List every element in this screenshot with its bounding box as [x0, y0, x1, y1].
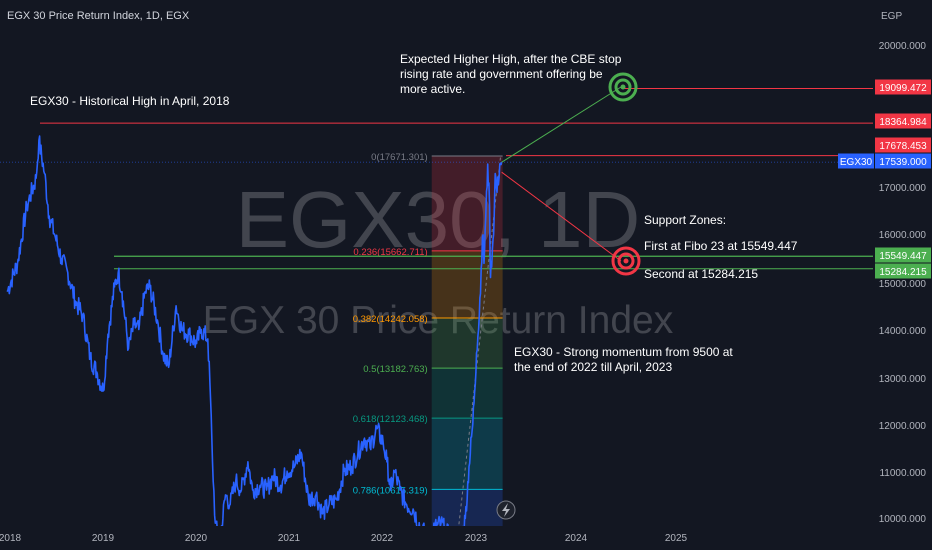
fib-level-label: 0.786(10615.319)	[353, 485, 428, 496]
target-ring-inner	[614, 78, 632, 96]
time-tick-label: 2023	[465, 533, 488, 544]
price-tick-label: 11000.000	[879, 468, 926, 479]
price-tick-label: 17000.000	[879, 183, 927, 194]
price-tick-label: 20000.000	[879, 41, 927, 52]
annotation-expected-line-2: rising rate and government offering be	[400, 67, 603, 81]
annotation-support-zones[interactable]: Support Zones: First at Fibo 23 at 15549…	[644, 213, 798, 281]
current-symbol-tag[interactable]	[838, 153, 874, 169]
fib-trend-line	[456, 155, 502, 543]
fib-zone	[431, 368, 503, 419]
price-tick-label: 16000.000	[879, 230, 927, 241]
currency-label: EGP	[881, 11, 902, 22]
horizontal-lines[interactable]	[0, 87, 873, 270]
watermark-symbol: EGX30, 1D	[236, 175, 641, 264]
target-dot	[620, 84, 626, 90]
fib-level-label: 0.382(14242.058)	[353, 314, 428, 325]
time-tick-label: 2025	[665, 533, 688, 544]
annotation-momentum[interactable]: EGX30 - Strong momentum from 9500 at the…	[514, 345, 733, 374]
watermark-name: EGX 30 Price Return Index	[203, 299, 674, 342]
price-tick-label: 14000.000	[879, 326, 927, 337]
support-zone-first: First at Fibo 23 at 15549.447	[644, 239, 798, 253]
support-zones-title: Support Zones:	[644, 213, 726, 227]
fib-level-label: 0.5(13182.763)	[363, 364, 427, 375]
price-tag-label: 17678.453	[879, 141, 927, 152]
price-tag-label: 15284.215	[879, 267, 927, 278]
fib-zone	[431, 318, 503, 369]
current-price-label: 17539.000	[879, 157, 927, 168]
price-tag[interactable]	[875, 247, 931, 263]
projection-line-support[interactable]	[501, 171, 622, 262]
support-zone-second: Second at 15284.215	[644, 267, 758, 281]
annotation-expected-line-1: Expected Higher High, after the CBE stop	[400, 52, 622, 66]
fibonacci-retracement[interactable]: 0(17671.301) 0.236(15662.711) 0.382(14242.…	[353, 152, 503, 550]
price-tick-label: 13000.000	[879, 374, 927, 385]
time-tick-label: 2024	[565, 533, 588, 544]
fib-zone	[431, 418, 503, 490]
time-tick-label: 2022	[371, 533, 394, 544]
support-ring-outer	[611, 246, 641, 276]
price-tick-label: 12000.000	[879, 421, 927, 432]
price-tag-label: 19099.472	[879, 83, 927, 94]
drawings[interactable]	[501, 72, 641, 276]
support-dot	[623, 258, 629, 264]
projection-line-target[interactable]	[501, 86, 622, 163]
support-ring-inner	[617, 252, 635, 270]
annotation-expected-line-3: more active.	[400, 82, 465, 96]
support-target-icon[interactable]	[611, 246, 641, 276]
fib-zone	[431, 155, 503, 251]
target-ring-outer	[608, 72, 638, 102]
annotation-momentum-line-2: the end of 2022 till April, 2023	[514, 360, 672, 374]
annotation-momentum-line-1: EGX30 - Strong momentum from 9500 at	[514, 345, 733, 359]
price-tag[interactable]	[875, 263, 931, 279]
annotation-expected-high[interactable]: Expected Higher High, after the CBE stop…	[400, 52, 622, 96]
lightning-icon[interactable]	[496, 500, 516, 520]
current-price-tag[interactable]	[875, 153, 931, 169]
time-tick-label: 2019	[92, 533, 115, 544]
current-symbol-label: EGX30	[840, 157, 873, 168]
fib-level-label: 0.236(15662.711)	[353, 247, 427, 258]
price-tag[interactable]	[875, 79, 931, 95]
fib-level-label: 0(17671.301)	[371, 152, 428, 163]
time-tick-label: 2018	[0, 533, 22, 544]
time-scale[interactable]: 2018 2019 2020 2021 2022 2023 2024 2025	[0, 526, 873, 550]
chart-title: EGX 30 Price Return Index, 1D, EGX	[7, 10, 190, 22]
time-scale-background	[0, 526, 873, 550]
price-tag[interactable]	[875, 137, 931, 153]
price-tag-label: 15549.447	[879, 251, 927, 262]
fib-level-label: 0.618(12123.468)	[353, 414, 428, 425]
target-icon[interactable]	[608, 72, 638, 102]
price-scale[interactable]: 10000.000 11000.000 12000.000 13000.000 1400…	[838, 0, 932, 550]
price-tag-label: 18364.984	[879, 117, 927, 128]
time-tick-label: 2021	[278, 533, 301, 544]
annotation-historical-high[interactable]: EGX30 - Historical High in April, 2018	[30, 94, 230, 108]
time-tick-label: 2020	[185, 533, 208, 544]
price-tick-label: 15000.000	[879, 279, 927, 290]
price-tick-label: 10000.000	[879, 514, 927, 525]
price-tag[interactable]	[875, 113, 931, 129]
